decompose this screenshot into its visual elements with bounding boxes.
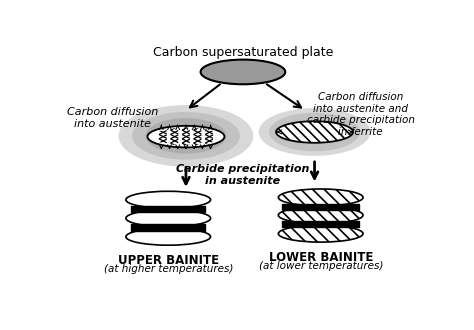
Ellipse shape — [278, 207, 363, 224]
Ellipse shape — [269, 113, 360, 151]
Text: (at higher temperatures): (at higher temperatures) — [103, 264, 233, 274]
Ellipse shape — [118, 105, 253, 167]
Text: Carbide precipitation
in austenite: Carbide precipitation in austenite — [176, 164, 310, 186]
Bar — [131, 224, 205, 231]
Bar — [131, 206, 205, 212]
Bar — [282, 221, 359, 227]
Ellipse shape — [126, 191, 210, 208]
Ellipse shape — [276, 121, 353, 143]
Ellipse shape — [278, 189, 363, 206]
Ellipse shape — [152, 128, 220, 146]
Ellipse shape — [126, 228, 210, 245]
Ellipse shape — [146, 118, 227, 153]
Text: (at lower temperatures): (at lower temperatures) — [258, 261, 383, 271]
Text: Carbon diffusion
into austenite: Carbon diffusion into austenite — [67, 107, 158, 129]
Ellipse shape — [278, 225, 363, 242]
Bar — [282, 204, 359, 210]
Ellipse shape — [259, 108, 370, 156]
Text: UPPER BAINITE: UPPER BAINITE — [118, 254, 219, 267]
Ellipse shape — [201, 60, 285, 84]
Text: LOWER BAINITE: LOWER BAINITE — [268, 251, 373, 264]
Ellipse shape — [132, 112, 240, 160]
Ellipse shape — [147, 126, 225, 148]
Ellipse shape — [126, 210, 210, 227]
Text: Carbon diffusion
into austenite and
carbide precipitation
in ferrite: Carbon diffusion into austenite and carb… — [307, 92, 415, 137]
Text: Carbon supersaturated plate: Carbon supersaturated plate — [153, 46, 333, 59]
